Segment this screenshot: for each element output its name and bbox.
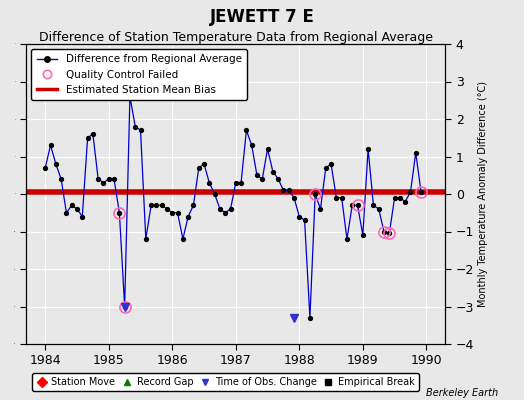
Text: JEWETT 7 E: JEWETT 7 E (210, 8, 314, 26)
Text: Berkeley Earth: Berkeley Earth (425, 388, 498, 398)
Legend: Station Move, Record Gap, Time of Obs. Change, Empirical Break: Station Move, Record Gap, Time of Obs. C… (32, 373, 419, 391)
Legend: Difference from Regional Average, Quality Control Failed, Estimated Station Mean: Difference from Regional Average, Qualit… (31, 49, 247, 100)
Y-axis label: Monthly Temperature Anomaly Difference (°C): Monthly Temperature Anomaly Difference (… (478, 81, 488, 307)
Title: Difference of Station Temperature Data from Regional Average: Difference of Station Temperature Data f… (39, 31, 433, 44)
